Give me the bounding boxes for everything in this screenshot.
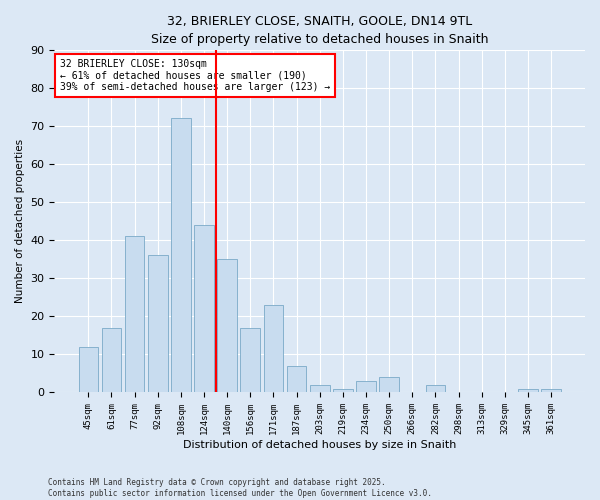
- Text: Contains HM Land Registry data © Crown copyright and database right 2025.
Contai: Contains HM Land Registry data © Crown c…: [48, 478, 432, 498]
- Text: 32 BRIERLEY CLOSE: 130sqm
← 61% of detached houses are smaller (190)
39% of semi: 32 BRIERLEY CLOSE: 130sqm ← 61% of detac…: [60, 58, 330, 92]
- Bar: [79, 347, 98, 393]
- Bar: [171, 118, 191, 392]
- Bar: [194, 225, 214, 392]
- Bar: [356, 381, 376, 392]
- Bar: [518, 388, 538, 392]
- Y-axis label: Number of detached properties: Number of detached properties: [15, 139, 25, 304]
- Bar: [217, 260, 237, 392]
- Bar: [425, 385, 445, 392]
- Bar: [263, 305, 283, 392]
- Bar: [125, 236, 145, 392]
- X-axis label: Distribution of detached houses by size in Snaith: Distribution of detached houses by size …: [183, 440, 457, 450]
- Title: 32, BRIERLEY CLOSE, SNAITH, GOOLE, DN14 9TL
Size of property relative to detache: 32, BRIERLEY CLOSE, SNAITH, GOOLE, DN14 …: [151, 15, 488, 46]
- Bar: [333, 388, 353, 392]
- Bar: [101, 328, 121, 392]
- Bar: [241, 328, 260, 392]
- Bar: [379, 377, 399, 392]
- Bar: [541, 388, 561, 392]
- Bar: [148, 256, 167, 392]
- Bar: [287, 366, 307, 392]
- Bar: [310, 385, 329, 392]
